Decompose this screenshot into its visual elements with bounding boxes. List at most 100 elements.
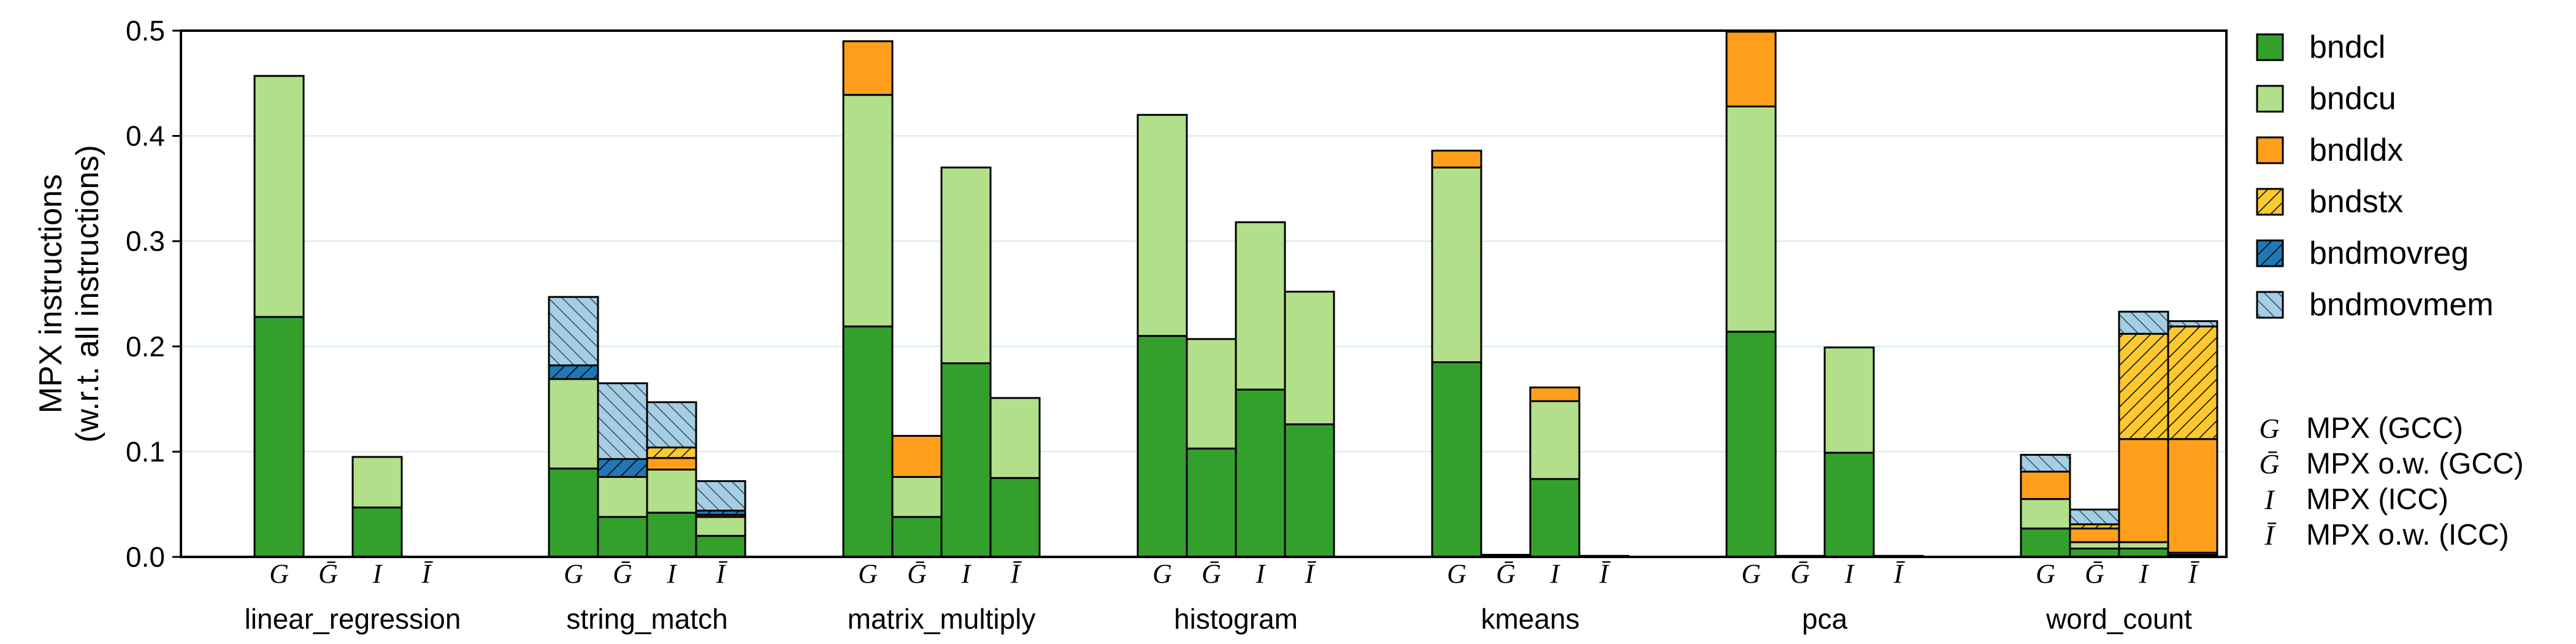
bar-segment-word_count-2-bndldx (2118, 438, 2169, 543)
x-group-label: histogram (1174, 603, 1298, 635)
bar-segment-pca-2-bndcu (1823, 347, 1875, 454)
x-condition-label: G (269, 559, 289, 589)
x-condition-label: Ḡ (2085, 559, 2104, 589)
legend-swatch-bndmovreg (2256, 239, 2284, 267)
x-condition-label: Ḡ (1202, 559, 1221, 589)
bar-segment-pca-0-bndcl (1725, 331, 1777, 558)
bar-segment-word_count-1-bndcl (2069, 547, 2120, 558)
bar-segment-string_match-2-bndstx (646, 447, 697, 459)
bar-segment-histogram-1-bndcl (1186, 447, 1237, 558)
legend-swatch-bndldx (2256, 136, 2284, 164)
bar-segment-word_count-0-bndcl (2020, 527, 2071, 558)
legend-swatch-bndstx (2256, 188, 2284, 216)
bar-segment-string_match-2-bndldx (646, 457, 697, 471)
key-label: MPX (ICC) (2306, 483, 2448, 516)
legend-label-bndldx: bndldx (2309, 132, 2403, 168)
bar-segment-kmeans-0-bndcu (1431, 166, 1482, 364)
bar-segment-matrix_multiply-3-bndcu (989, 397, 1041, 479)
bar-segment-matrix_multiply-0-bndcu (842, 94, 894, 328)
x-condition-label: G (1447, 559, 1466, 589)
bar-segment-linear_regression-0-bndcl (253, 316, 305, 558)
key-symbol: Ī (2264, 519, 2277, 551)
y-tick-label: 0.4 (126, 120, 165, 152)
bar-segment-pca-0-bndldx (1725, 31, 1777, 108)
x-condition-label: G (858, 559, 878, 589)
bar-segment-matrix_multiply-3-bndcl (989, 477, 1041, 558)
bar-segment-kmeans-2-bndldx (1529, 386, 1581, 402)
key-symbol: I (2264, 484, 2275, 515)
bar-segment-histogram-1-bndcu (1186, 338, 1237, 450)
y-tick-label: 0.2 (126, 331, 165, 362)
bar-segment-histogram-3-bndcu (1284, 291, 1335, 426)
plot-frame (180, 29, 2228, 558)
bar-segment-string_match-3-bndmovmem (695, 480, 746, 512)
y-axis: 0.0 0.1 0.2 0.3 0.4 0.5 (126, 15, 181, 573)
bar-segment-word_count-3-bndldx (2167, 438, 2218, 554)
bar-segment-word_count-3-bndstx (2167, 325, 2218, 440)
x-condition-label: Ī (1599, 559, 1611, 589)
y-axis-title-line1: MPX instructions (33, 174, 69, 413)
x-group-label: pca (1802, 603, 1848, 635)
bar-segment-word_count-0-bndcu (2020, 498, 2071, 530)
bar-segment-kmeans-0-bndldx (1431, 150, 1482, 169)
x-condition-label: I (667, 559, 678, 589)
bar-segment-string_match-0-bndmovreg (548, 364, 599, 380)
bar-segment-linear_regression-0-bndcu (253, 75, 305, 318)
legend-label-bndmovreg: bndmovreg (2309, 236, 2469, 271)
bar-segment-matrix_multiply-1-bndcu (891, 476, 943, 518)
bar-segment-string_match-2-bndcu (646, 469, 697, 514)
x-condition-label: I (1550, 559, 1561, 589)
bar-segment-string_match-2-bndmovmem (646, 401, 697, 449)
x-condition-label: G (2036, 559, 2055, 589)
bar-segment-pca-0-bndcu (1725, 105, 1777, 333)
x-condition-label: Ḡ (907, 559, 927, 589)
x-condition-label: I (372, 559, 383, 589)
x-condition-label: Ī (716, 559, 728, 589)
x-group-label: linear_regression (245, 603, 461, 635)
key-symbol: Ḡ (2259, 448, 2279, 480)
x-condition-label: G (564, 559, 583, 589)
x-condition-label: Ḡ (318, 559, 338, 589)
x-condition-label: Ī (1893, 559, 1906, 589)
bar-segment-string_match-1-bndcu (597, 476, 648, 518)
bar-segment-word_count-0-bndldx (2020, 470, 2071, 500)
bar-segment-word_count-1-bndldx (2069, 527, 2120, 543)
x-condition-label: Ī (421, 559, 434, 589)
x-group-label: string_match (566, 603, 727, 635)
bar-segment-matrix_multiply-2-bndcu (940, 166, 992, 364)
bar-segment-word_count-2-bndstx (2118, 332, 2169, 440)
bar-segment-string_match-3-bndcl (695, 535, 746, 558)
bar-segment-histogram-0-bndcu (1137, 113, 1188, 337)
x-condition-label: G (1741, 559, 1761, 589)
legend: bndcl bndcu bndldx bndstx bndmovreg bndmovmem (2256, 29, 2494, 323)
key-label: MPX (GCC) (2306, 412, 2463, 445)
bar-segment-kmeans-0-bndcl (1431, 361, 1482, 558)
bar-segment-word_count-1-bndcu (2069, 541, 2120, 550)
bar-segment-string_match-3-bndcu (695, 516, 746, 537)
legend-label-bndcl: bndcl (2309, 29, 2385, 65)
x-condition-label: I (961, 559, 972, 589)
bar-segment-matrix_multiply-1-bndcl (891, 516, 943, 558)
bar-segment-string_match-0-bndmovmem (548, 296, 599, 367)
x-condition-label: I (1255, 559, 1267, 589)
bar-segment-string_match-1-bndmovreg (597, 458, 648, 478)
bar-segment-matrix_multiply-0-bndcl (842, 325, 894, 558)
bar-segment-matrix_multiply-2-bndcl (940, 362, 992, 558)
bar-segment-kmeans-2-bndcu (1529, 400, 1581, 480)
bar-segment-word_count-2-bndcl (2118, 547, 2169, 558)
x-group-label: kmeans (1481, 603, 1579, 635)
bar-segment-matrix_multiply-1-bndldx (891, 435, 943, 478)
bar-segment-string_match-1-bndmovmem (597, 382, 648, 460)
bar-segment-string_match-2-bndcl (646, 512, 697, 558)
bar-segment-word_count-0-bndmovmem (2020, 454, 2071, 473)
x-condition-label: Ḡ (1790, 559, 1810, 589)
key-symbol: G (2259, 413, 2279, 444)
bar-segment-kmeans-2-bndcl (1529, 478, 1581, 558)
legend-label-bndcu: bndcu (2309, 81, 2396, 117)
x-condition-label: G (1152, 559, 1172, 589)
condition-key: G MPX (GCC) Ḡ MPX o.w. (GCC) I MPX (ICC) Ī MPX … (2259, 412, 2523, 551)
x-group-label: word_count (2045, 603, 2192, 635)
bar-segment-histogram-2-bndcl (1235, 388, 1286, 558)
